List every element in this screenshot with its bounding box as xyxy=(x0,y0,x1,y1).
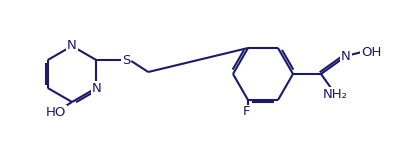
Text: N: N xyxy=(67,39,77,52)
Text: HO: HO xyxy=(46,105,66,118)
Text: F: F xyxy=(242,105,250,118)
Text: OH: OH xyxy=(361,45,381,59)
Text: N: N xyxy=(341,49,351,63)
Text: S: S xyxy=(122,53,130,67)
Text: NH₂: NH₂ xyxy=(322,87,348,101)
Text: N: N xyxy=(92,82,102,95)
